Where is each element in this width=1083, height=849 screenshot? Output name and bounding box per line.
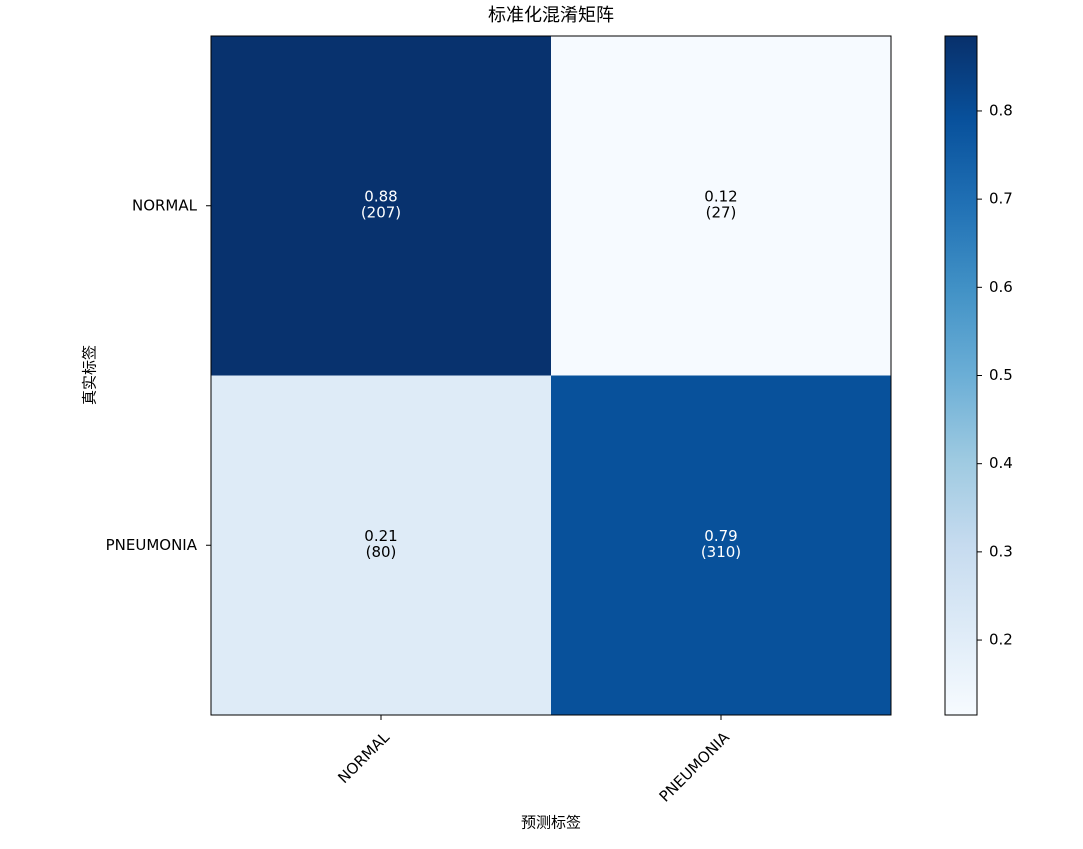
cell-count: (80)	[366, 543, 397, 561]
x-axis-label: 预测标签	[521, 814, 581, 832]
y-tick-label: PNEUMONIA	[106, 536, 198, 554]
cell-value: 0.12	[704, 187, 737, 205]
cell-value: 0.21	[364, 527, 397, 545]
cell	[551, 375, 891, 715]
x-tick-label: PNEUMONIA	[656, 728, 734, 806]
colorbar-tick-label: 0.6	[989, 278, 1013, 296]
y-axis-label: 真实标签	[81, 345, 99, 405]
cell	[211, 36, 551, 376]
cell-count: (310)	[701, 543, 741, 561]
cell-value: 0.79	[704, 527, 737, 545]
y-tick-label: NORMAL	[132, 196, 198, 214]
cell	[211, 375, 551, 715]
colorbar-tick-label: 0.5	[989, 366, 1013, 384]
colorbar	[944, 35, 978, 716]
plot-frame	[210, 35, 892, 716]
cell-count: (27)	[706, 203, 737, 221]
cell-value: 0.88	[364, 187, 397, 205]
colorbar-tick-label: 0.4	[989, 454, 1013, 472]
colorbar-tick-label: 0.8	[989, 101, 1013, 119]
chart-title: 标准化混淆矩阵	[488, 5, 614, 26]
x-tick-label: NORMAL	[334, 728, 393, 787]
cell	[551, 36, 891, 376]
colorbar-tick-label: 0.3	[989, 542, 1013, 560]
colorbar-tick-label: 0.7	[989, 190, 1013, 208]
cell-count: (207)	[361, 203, 401, 221]
colorbar-tick-label: 0.2	[989, 631, 1013, 649]
